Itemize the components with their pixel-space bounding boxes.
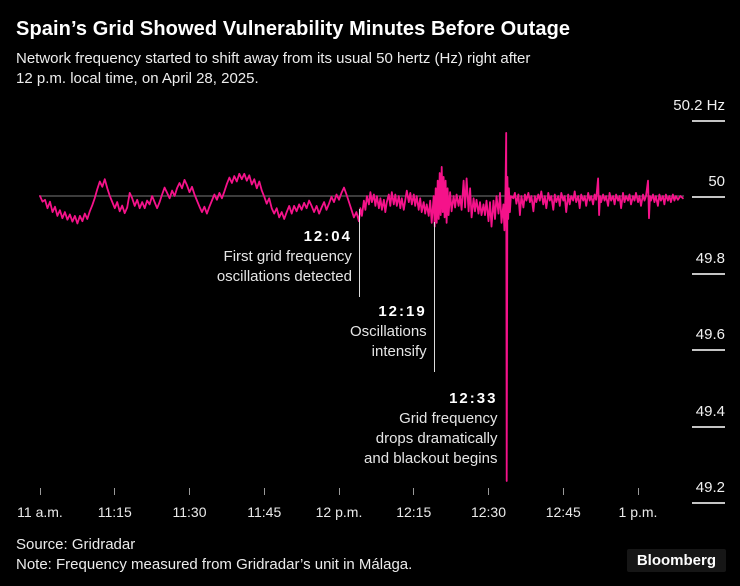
frequency-waveform [39, 132, 684, 482]
subtitle-line-1: Network frequency started to shift away … [16, 50, 531, 67]
x-tick-mark [39, 488, 41, 495]
x-tick-label: 11 a.m. [17, 504, 63, 520]
annotation-time: 12:19 [378, 303, 427, 320]
bloomberg-logo: Bloomberg [626, 549, 726, 572]
x-tick-mark [263, 488, 265, 495]
annotation-text-line: oscillations detected [216, 268, 352, 285]
y-tick-mark [692, 349, 725, 351]
x-tick-label: 1 p.m. [618, 504, 658, 520]
chart-subtitle: Network frequency started to shift away … [16, 49, 530, 89]
subtitle-line-2: 12 p.m. local time, on April 28, 2025. [16, 70, 259, 87]
x-tick-label: 12:15 [396, 504, 432, 520]
x-tick-mark [338, 488, 340, 495]
annotation-time: 12:33 [449, 390, 498, 407]
x-tick-label: 12 p.m. [315, 504, 363, 520]
y-tick-label: 49.4 [695, 402, 725, 420]
annotation-text-line: Grid frequency [399, 410, 498, 427]
annotation-12:04: 12:04 First grid frequency oscillations de… [217, 227, 352, 287]
annotation-line-12:04 [358, 209, 360, 297]
y-tick-mark [692, 196, 725, 198]
y-tick-label: 49.6 [695, 326, 725, 343]
x-tick-mark [637, 488, 639, 495]
annotation-time: 12:04 [303, 228, 352, 245]
note-label: Note: Frequency measured from Gridradar’… [16, 556, 413, 573]
x-tick-label: 12:45 [545, 504, 581, 520]
y-tick-label: 50 [708, 173, 725, 190]
annotation-text-line: First grid frequency [223, 248, 352, 265]
annotation-12:33: 12:33 Grid frequency drops dramatically and… [364, 389, 497, 469]
x-tick-mark [488, 488, 489, 495]
x-tick-mark [562, 488, 564, 495]
chart-title: Spain’s Grid Showed Vulnerability Minute… [16, 18, 571, 40]
y-tick-label: 50.2 Hz [673, 96, 725, 114]
x-tick-label: 11:30 [172, 504, 207, 520]
annotation-12:19: 12:19 Oscillations intensify [350, 302, 427, 362]
x-tick-mark [114, 488, 116, 495]
annotation-text-line: and blackout begins [364, 450, 498, 467]
x-tick-label: 11:15 [97, 504, 132, 520]
source-label: Source: Gridradar [16, 536, 136, 553]
y-tick-label: 49.2 [695, 479, 725, 496]
y-tick-mark [692, 502, 725, 504]
annotation-text-line: drops dramatically [375, 430, 498, 447]
x-tick-mark [413, 488, 415, 495]
x-tick-mark [189, 488, 190, 495]
x-tick-label: 12:30 [470, 504, 507, 520]
x-tick-label: 11:45 [247, 504, 282, 520]
annotation-text-line: intensify [371, 343, 427, 360]
y-tick-mark [692, 425, 725, 428]
annotation-text-line: Oscillations [349, 323, 427, 340]
y-tick-mark [692, 272, 725, 275]
y-tick-label: 49.8 [695, 249, 725, 267]
annotation-line-12:19 [433, 222, 435, 372]
y-tick-mark [692, 119, 725, 122]
